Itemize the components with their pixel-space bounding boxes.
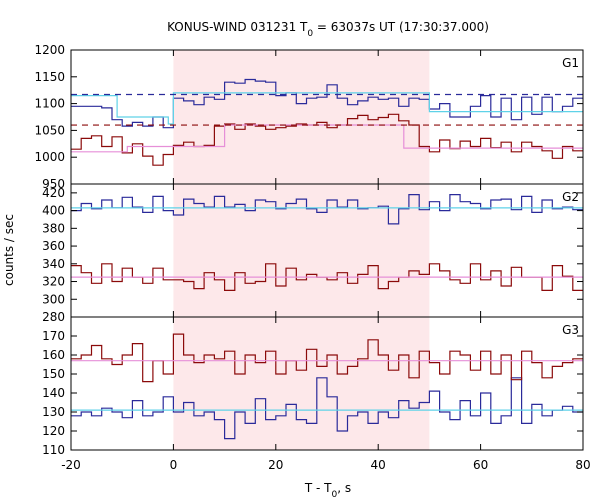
- chart-title: KONUS-WIND 031231 T0 = 63037s UT (17:30:…: [167, 20, 489, 39]
- y-tick-label: 130: [42, 405, 65, 419]
- x-tick-label: 80: [575, 458, 590, 472]
- y-tick-label: 110: [42, 443, 65, 457]
- series-raw_blue-0: [71, 194, 583, 225]
- y-tick-label: 1200: [34, 43, 65, 57]
- y-tick-label: 420: [42, 186, 65, 200]
- x-tick-label: 60: [473, 458, 488, 472]
- y-tick-label: 360: [42, 239, 65, 253]
- fit-fit_pink-3: [71, 124, 583, 153]
- y-tick-label: 380: [42, 221, 65, 235]
- y-tick-label: 280: [42, 310, 65, 324]
- panel-label: G3: [562, 323, 579, 337]
- y-tick-label: 160: [42, 348, 65, 362]
- x-axis-label: T - T0, s: [304, 481, 351, 500]
- series-raw_red-1: [71, 263, 583, 291]
- panel-frame: [70, 316, 584, 451]
- x-tick-label: 0: [170, 458, 178, 472]
- panel-label: G2: [562, 190, 579, 204]
- y-tick-label: 150: [42, 367, 65, 381]
- y-tick-label: 400: [42, 204, 65, 218]
- y-axis-label: counts / sec: [2, 214, 16, 286]
- panel-g1: 950 1000 1050 1100 1150 1200 G1: [34, 43, 584, 191]
- y-tick-label: 320: [42, 275, 65, 289]
- series-raw_blue-0: [71, 78, 583, 129]
- x-tick-label: -20: [61, 458, 81, 472]
- y-tick-label: 170: [42, 329, 65, 343]
- y-tick-label: 950: [42, 177, 65, 191]
- y-tick-label: 1100: [34, 97, 65, 111]
- y-tick-label: 300: [42, 292, 65, 306]
- y-tick-label: 140: [42, 386, 65, 400]
- x-tick-label: 20: [268, 458, 283, 472]
- series-raw_blue-0: [71, 377, 583, 440]
- y-tick-label: 1150: [34, 70, 65, 84]
- y-tick-label: 120: [42, 424, 65, 438]
- y-tick-label: 1000: [34, 150, 65, 164]
- highlight-interval: [173, 50, 430, 450]
- panel-g3: 110 120 130 140 150 160 170 G3: [42, 316, 584, 457]
- y-tick-label: 340: [42, 257, 65, 271]
- fit-fit_cyan-2: [71, 92, 583, 125]
- x-tick-label: 40: [371, 458, 386, 472]
- panel-label: G1: [562, 56, 579, 70]
- y-tick-label: 1050: [34, 123, 65, 137]
